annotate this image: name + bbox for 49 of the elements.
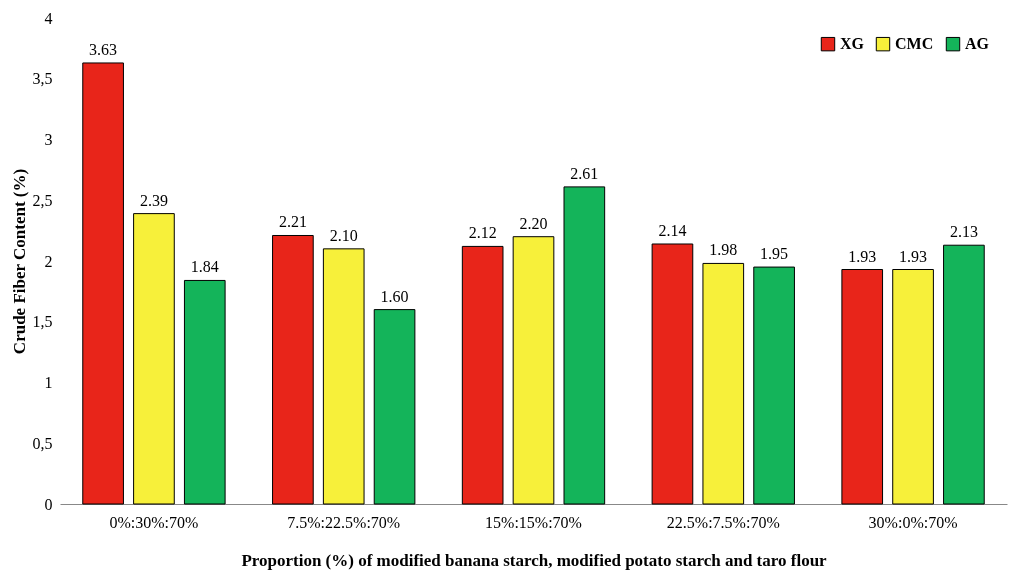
bar — [651, 243, 694, 505]
data-label: 1.60 — [380, 287, 409, 305]
bar — [841, 269, 884, 505]
data-label: 2.39 — [139, 191, 168, 209]
data-label: 1.98 — [709, 241, 738, 259]
bar — [892, 269, 934, 505]
y-tick-label: 2,5 — [32, 191, 53, 209]
data-label: 2.10 — [329, 226, 358, 244]
y-tick-label: 3,5 — [32, 70, 53, 88]
legend-label: CMC — [895, 35, 934, 53]
bar — [183, 279, 226, 505]
x-tick-label: 7.5%:22.5%:70% — [287, 513, 401, 531]
bar — [461, 245, 504, 505]
bar — [563, 186, 606, 505]
data-label: 3.63 — [89, 40, 118, 58]
data-label: 2.13 — [949, 223, 978, 241]
data-label: 2.21 — [278, 213, 307, 231]
y-tick-label: 0 — [44, 495, 53, 513]
x-axis-title: Proportion (%) of modified banana starch, modified potato starch and taro flour — [241, 550, 828, 570]
y-tick-label: 0,5 — [32, 434, 53, 452]
data-label: 1.93 — [899, 247, 928, 265]
y-tick-label: 3 — [44, 131, 53, 148]
x-tick-label: 0%:30%:70% — [109, 513, 199, 531]
bar — [322, 248, 365, 505]
bar — [943, 244, 985, 505]
bar — [272, 234, 314, 505]
data-label: 1.95 — [760, 245, 789, 263]
bar — [512, 236, 555, 505]
y-tick-label: 2 — [44, 252, 53, 270]
data-label: 2.12 — [468, 224, 497, 242]
y-tick-label: 1 — [44, 374, 53, 391]
legend-label: XG — [840, 35, 865, 53]
x-tick-label: 22.5%:7.5%:70% — [666, 513, 780, 531]
data-label: 2.14 — [658, 221, 687, 239]
bar — [82, 62, 124, 505]
y-tick-label: 4 — [44, 9, 53, 27]
data-label: 1.93 — [848, 247, 877, 265]
legend-label: AG — [965, 35, 990, 53]
x-tick-label: 15%:15%:70% — [485, 513, 582, 531]
bar — [133, 213, 175, 505]
data-label: 1.84 — [190, 258, 219, 276]
bar — [702, 262, 745, 505]
bar — [753, 266, 795, 505]
x-tick-label: 30%:0%:70% — [868, 513, 958, 531]
data-label: 2.61 — [570, 164, 599, 182]
bar — [373, 309, 416, 505]
y-axis-title: Crude Fiber Content (%) — [9, 168, 29, 355]
data-label: 2.20 — [519, 214, 548, 232]
y-tick-label: 1,5 — [32, 313, 53, 331]
